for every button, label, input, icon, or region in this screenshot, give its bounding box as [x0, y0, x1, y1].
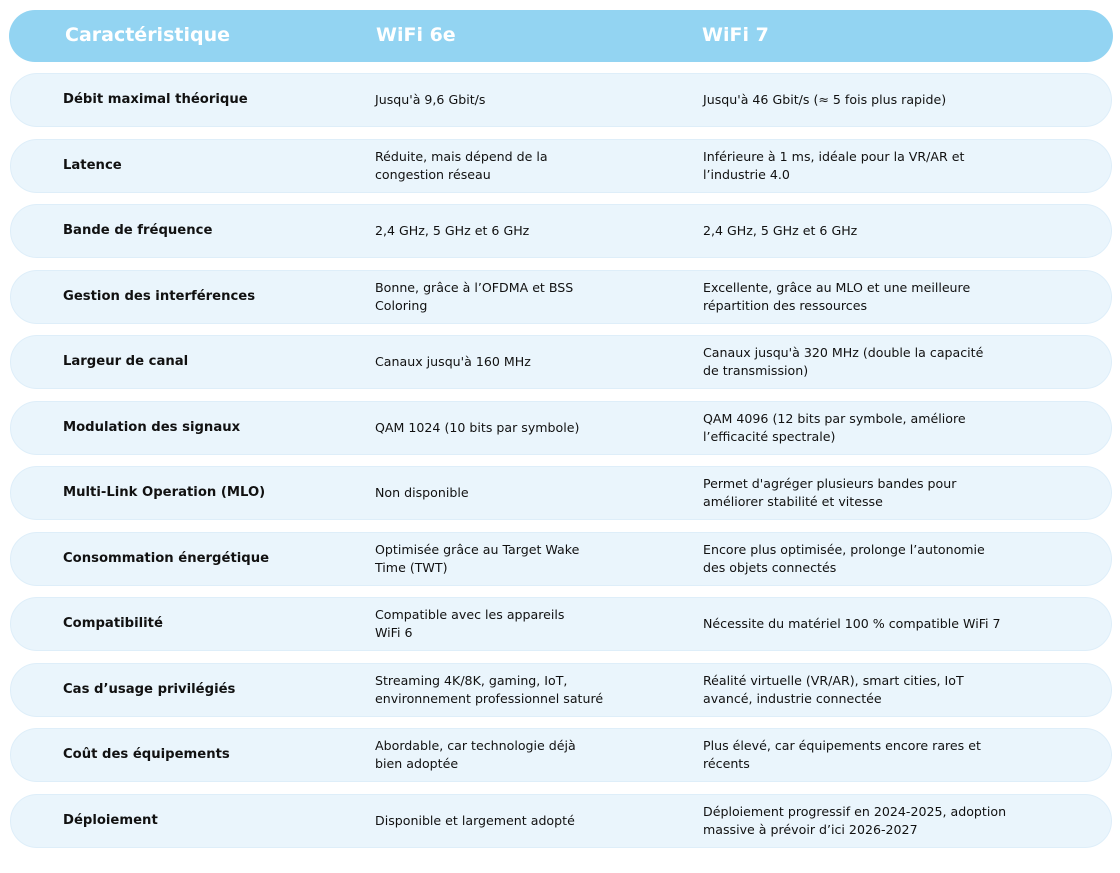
- wifi7-cell: Excellente, grâce au MLO et une meilleur…: [703, 279, 971, 313]
- wifi7-cell: Canaux jusqu'à 320 MHz (double la capaci…: [703, 345, 984, 378]
- wifi6e-cell: Bonne, grâce à l’OFDMA et BSS Coloring: [375, 279, 574, 313]
- wifi7-cell: Nécessite du matériel 100 % compatible W…: [703, 616, 1001, 631]
- wifi6e-cell: QAM 1024 (10 bits par symbole): [375, 419, 580, 435]
- wifi7-cell: QAM 4096 (12 bits par symbole, améliore …: [703, 410, 966, 444]
- wifi7-cell: Déploiement progressif en 2024-2025, ado…: [703, 803, 1007, 837]
- comparison-table: Débit maximal théorique Jusqu'à 9,6 Gbit/…: [10, 73, 1112, 859]
- table-row: Consommation énergétique Optimisée grâce …: [10, 531, 1112, 586]
- feature-cell: Débit maximal théorique: [63, 92, 248, 107]
- feature-cell: Modulation des signaux: [63, 419, 241, 435]
- feature-cell: Coût des équipements: [63, 747, 230, 762]
- table-row: Débit maximal théorique Jusqu'à 9,6 Gbit/…: [10, 73, 1112, 127]
- table-row: Modulation des signaux QAM 1024 (10 bits …: [10, 400, 1112, 455]
- wifi6e-cell: Abordable, car technologie déjà bien ado…: [375, 738, 576, 771]
- wifi7-cell: Encore plus optimisée, prolonge l’autono…: [703, 541, 985, 575]
- table-row: Cas d’usage privilégiés Streaming 4K/8K, …: [10, 662, 1112, 717]
- feature-cell: Déploiement: [63, 812, 158, 828]
- table-row: Déploiement Disponible et largement adopt…: [10, 793, 1112, 848]
- header-wifi6e: WiFi 6e: [376, 24, 456, 46]
- table-row: Compatibilité Compatible avec les apparei…: [10, 597, 1112, 651]
- table-row: Multi-Link Operation (MLO) Non disponible…: [10, 466, 1112, 520]
- wifi6e-cell: Jusqu'à 9,6 Gbit/s: [375, 92, 486, 107]
- header-feature: Caractéristique: [65, 24, 230, 46]
- feature-cell: Multi-Link Operation (MLO): [63, 485, 266, 500]
- wifi7-cell: Inférieure à 1 ms, idéale pour la VR/AR …: [703, 148, 965, 182]
- wifi6e-cell: Disponible et largement adopté: [375, 812, 575, 828]
- wifi6e-cell: Non disponible: [375, 485, 469, 500]
- wifi7-cell: 2,4 GHz, 5 GHz et 6 GHz: [703, 223, 858, 238]
- feature-cell: Largeur de canal: [63, 354, 189, 369]
- wifi6e-cell: Canaux jusqu'à 160 MHz: [375, 354, 531, 369]
- wifi6e-cell: 2,4 GHz, 5 GHz et 6 GHz: [375, 223, 530, 238]
- wifi6e-cell: Compatible avec les appareils WiFi 6: [375, 607, 565, 640]
- wifi6e-cell: Réduite, mais dépend de la congestion ré…: [375, 148, 548, 182]
- table-row: Gestion des interférences Bonne, grâce à …: [10, 269, 1112, 324]
- wifi7-cell: Permet d'agréger plusieurs bandes pour a…: [703, 476, 957, 509]
- feature-cell: Gestion des interférences: [63, 288, 256, 304]
- wifi7-cell: Plus élevé, car équipements encore rares…: [703, 738, 981, 771]
- table-row: Largeur de canal Canaux jusqu'à 160 MHz Ca…: [10, 335, 1112, 389]
- table-header: Caractéristique WiFi 6e WiFi 7: [9, 10, 1113, 62]
- feature-cell: Latence: [63, 157, 122, 173]
- header-wifi7: WiFi 7: [702, 24, 769, 46]
- wifi7-cell: Réalité virtuelle (VR/AR), smart cities,…: [703, 672, 964, 706]
- feature-cell: Consommation énergétique: [63, 550, 270, 566]
- feature-cell: Compatibilité: [63, 616, 163, 631]
- wifi7-cell: Jusqu'à 46 Gbit/s (≈ 5 fois plus rapide): [703, 92, 947, 107]
- table-row: Coût des équipements Abordable, car techn…: [10, 728, 1112, 782]
- table-row: Bande de fréquence 2,4 GHz, 5 GHz et 6 GH…: [10, 204, 1112, 258]
- wifi6e-cell: Streaming 4K/8K, gaming, IoT, environnem…: [375, 672, 604, 706]
- feature-cell: Cas d’usage privilégiés: [63, 681, 236, 697]
- table-row: Latence Réduite, mais dépend de la conges…: [10, 138, 1112, 193]
- feature-cell: Bande de fréquence: [63, 223, 213, 238]
- wifi6e-cell: Optimisée grâce au Target Wake Time (TWT…: [375, 541, 580, 575]
